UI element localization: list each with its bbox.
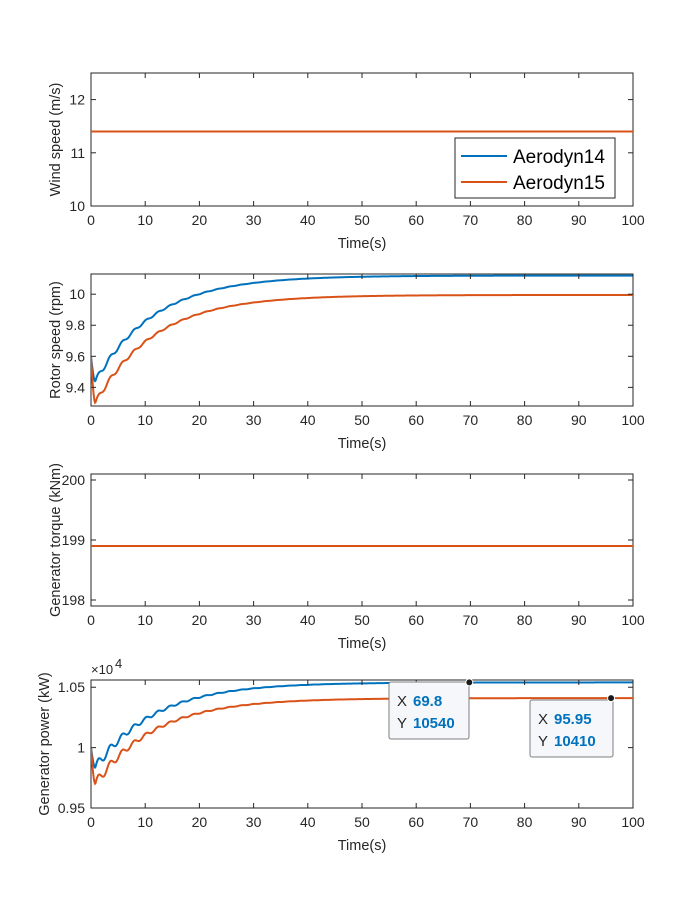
x-tick-label: 60 bbox=[408, 212, 424, 228]
datatip-box bbox=[388, 681, 470, 740]
y-axis-label: Rotor speed (rpm) bbox=[48, 281, 64, 399]
y-axis-label: Generator power (kW) bbox=[37, 672, 53, 815]
x-tick-label: 30 bbox=[246, 412, 262, 428]
x-tick-label: 40 bbox=[300, 212, 316, 228]
datatip-y-label: Y bbox=[538, 733, 548, 750]
datatip: X 95.95 Y 10410 bbox=[529, 694, 616, 758]
y-tick-label: 9.4 bbox=[66, 379, 86, 395]
x-axis-label: Time(s) bbox=[338, 636, 387, 652]
legend-box bbox=[454, 137, 616, 199]
datatip-x-value: 69.8 bbox=[413, 693, 442, 710]
datatip-box bbox=[529, 699, 614, 758]
x-tick-label: 10 bbox=[137, 814, 153, 830]
datatip-marker bbox=[607, 694, 616, 703]
x-tick-label: 30 bbox=[246, 814, 262, 830]
x-tick-label: 80 bbox=[517, 612, 533, 628]
x-axis-label: Time(s) bbox=[338, 236, 387, 252]
datatip: X 69.8 Y 10540 bbox=[388, 678, 474, 740]
y-tick-label: 1.05 bbox=[58, 679, 85, 695]
x-tick-label: 50 bbox=[354, 412, 370, 428]
x-tick-label: 40 bbox=[300, 612, 316, 628]
x-tick-label: 30 bbox=[246, 212, 262, 228]
legend: Aerodyn14 Aerodyn15 bbox=[454, 137, 616, 199]
x-tick-label: 0 bbox=[87, 412, 95, 428]
subplot-3: 0 10 20 30 40 50 60 70 80 90 100 198 199 200 Time(s) Ge… bbox=[48, 463, 645, 652]
x-tick-label: 100 bbox=[621, 212, 645, 228]
x-tick-label: 10 bbox=[137, 412, 153, 428]
datatip-y-value: 10540 bbox=[413, 715, 455, 732]
y-exponent-label: ×10 bbox=[91, 662, 113, 677]
x-tick-label: 80 bbox=[517, 212, 533, 228]
y-tick-label: 12 bbox=[69, 92, 85, 108]
x-tick-label: 70 bbox=[463, 412, 479, 428]
y-axis-label: Wind speed (m/s) bbox=[48, 83, 64, 197]
y-tick-label: 198 bbox=[62, 592, 86, 608]
subplot-1: 0 10 20 30 40 50 60 70 80 90 100101112Time(s)Wind … bbox=[48, 72, 645, 252]
x-tick-label: 10 bbox=[137, 612, 153, 628]
y-tick-label: 9.8 bbox=[66, 317, 86, 333]
x-tick-label: 70 bbox=[463, 814, 479, 830]
x-tick-label: 20 bbox=[192, 612, 208, 628]
x-tick-label: 60 bbox=[408, 412, 424, 428]
x-tick-label: 70 bbox=[463, 612, 479, 628]
x-tick-label: 50 bbox=[354, 212, 370, 228]
axes-box bbox=[90, 473, 634, 607]
x-tick-label: 40 bbox=[300, 814, 316, 830]
y-tick-label: 200 bbox=[62, 472, 86, 488]
x-tick-label: 20 bbox=[192, 212, 208, 228]
x-tick-label: 80 bbox=[517, 412, 533, 428]
legend-entry: Aerodyn15 bbox=[513, 173, 605, 194]
datatip-x-label: X bbox=[397, 693, 407, 710]
x-tick-label: 100 bbox=[621, 412, 645, 428]
y-axis-label: Generator torque (kNm) bbox=[48, 463, 64, 617]
x-tick-label: 90 bbox=[571, 814, 587, 830]
x-tick-label: 20 bbox=[192, 412, 208, 428]
x-tick-label: 0 bbox=[87, 212, 95, 228]
x-tick-label: 0 bbox=[87, 814, 95, 830]
y-tick-label: 10 bbox=[69, 286, 85, 302]
x-tick-label: 0 bbox=[87, 612, 95, 628]
x-tick-label: 50 bbox=[354, 612, 370, 628]
x-tick-label: 90 bbox=[571, 212, 587, 228]
x-tick-label: 60 bbox=[408, 612, 424, 628]
x-axis-label: Time(s) bbox=[338, 838, 387, 854]
datatip-y-label: Y bbox=[397, 715, 407, 732]
y-tick-label: 0.95 bbox=[58, 800, 85, 816]
datatip-marker bbox=[465, 678, 474, 687]
x-tick-label: 80 bbox=[517, 814, 533, 830]
x-tick-label: 70 bbox=[463, 212, 479, 228]
y-tick-label: 1 bbox=[77, 740, 85, 756]
y-tick-label: 10 bbox=[69, 198, 85, 214]
y-tick-label: 11 bbox=[70, 145, 85, 161]
datatip-x-value: 95.95 bbox=[554, 711, 592, 728]
subplot-4: 0 10 20 30 40 50 60 70 80 90 100 0.95 1 1.05 Time(s) Ge… bbox=[37, 656, 645, 854]
x-tick-label: 100 bbox=[621, 814, 645, 830]
y-tick-label: 199 bbox=[62, 532, 86, 548]
subplot-2: 0 10 20 30 40 50 60 70 80 90 100 9.4 9.6 9.8 10 Time(s)… bbox=[48, 273, 645, 452]
x-axis-label: Time(s) bbox=[338, 436, 387, 452]
x-tick-label: 90 bbox=[571, 612, 587, 628]
datatip-x-label: X bbox=[538, 711, 548, 728]
x-tick-label: 10 bbox=[137, 212, 153, 228]
axes-box bbox=[90, 273, 634, 407]
x-tick-label: 30 bbox=[246, 612, 262, 628]
x-tick-label: 50 bbox=[354, 814, 370, 830]
y-tick-label: 9.6 bbox=[66, 348, 86, 364]
x-tick-label: 60 bbox=[408, 814, 424, 830]
datatip-y-value: 10410 bbox=[554, 733, 596, 750]
y-exponent-power: 4 bbox=[115, 656, 122, 671]
legend-entry: Aerodyn14 bbox=[513, 147, 605, 168]
x-tick-label: 40 bbox=[300, 412, 316, 428]
x-tick-label: 20 bbox=[192, 814, 208, 830]
x-tick-label: 90 bbox=[571, 412, 587, 428]
series-line-aerodyn15 bbox=[91, 697, 633, 786]
series-line-aerodyn15 bbox=[91, 293, 633, 405]
x-tick-label: 100 bbox=[621, 612, 645, 628]
